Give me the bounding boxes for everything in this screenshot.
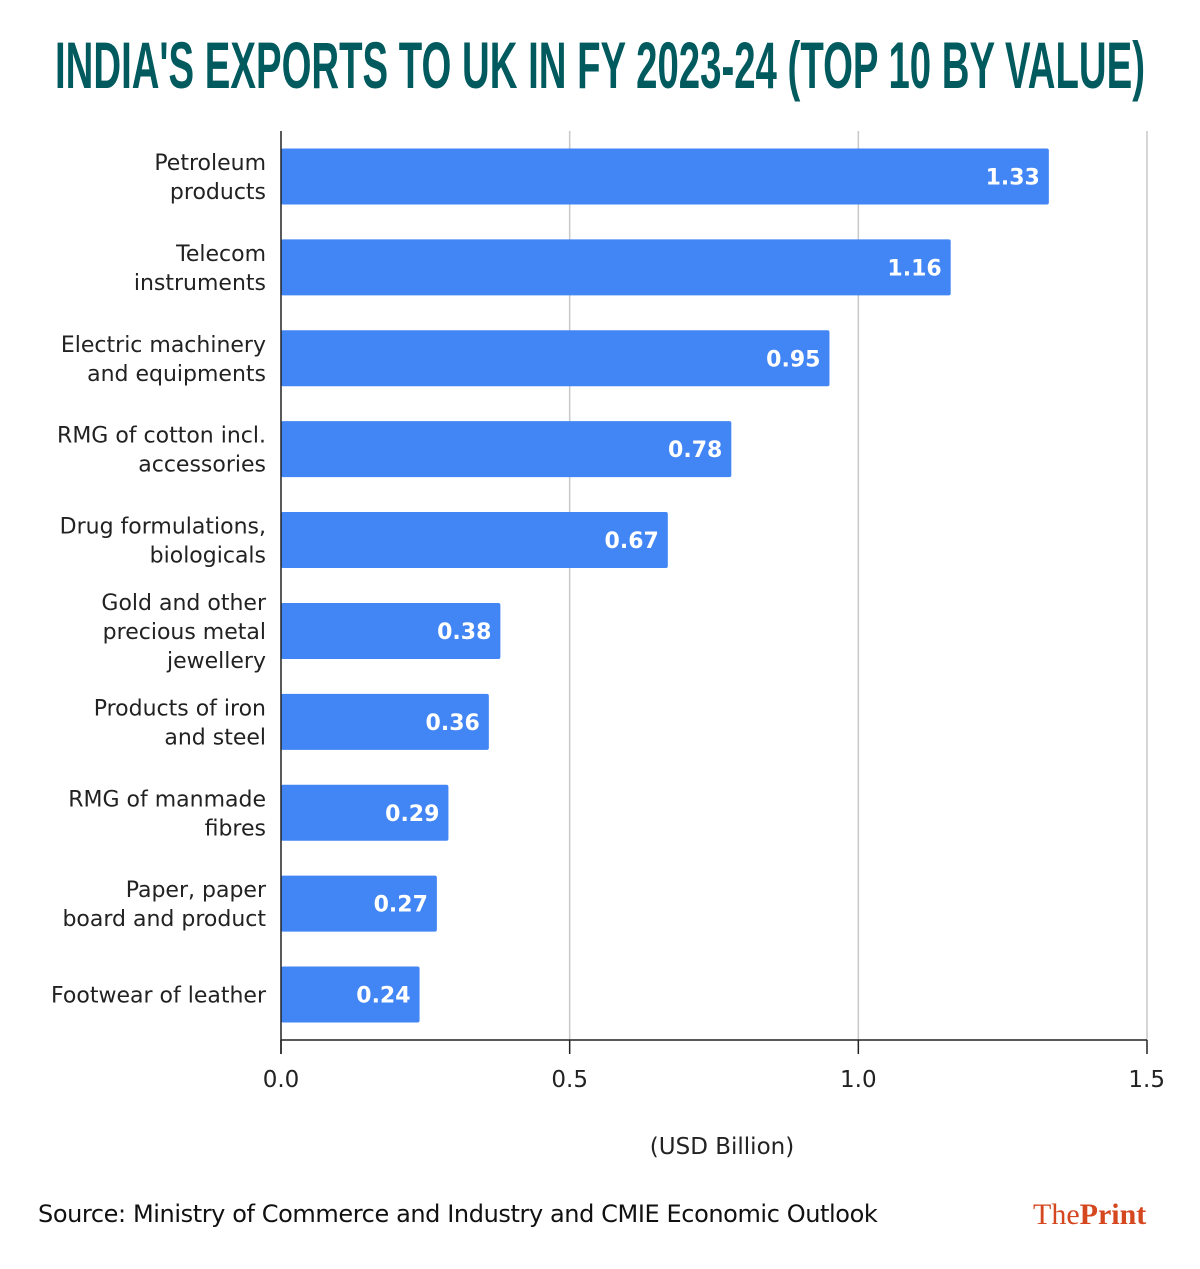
category-label: Footwear of leather [51, 984, 267, 1009]
category-label: Gold and other [101, 591, 267, 616]
data-label: 0.95 [766, 347, 820, 372]
bar [281, 602, 501, 659]
x-axis-label: (USD Billion) [650, 1134, 794, 1160]
category-label: board and product [62, 907, 266, 932]
category-label: accessories [138, 453, 266, 478]
x-tick-label: 1.0 [840, 1067, 877, 1093]
data-label: 0.78 [668, 438, 722, 463]
data-label: 0.36 [426, 711, 480, 736]
theprint-logo: ThePrint [1033, 1198, 1146, 1232]
data-label: 1.33 [986, 165, 1040, 190]
bar [281, 239, 951, 296]
bar [281, 966, 420, 1023]
bar [281, 512, 668, 569]
chart-title-text: INDIA'S EXPORTS TO UK IN FY 2023-24 (TOP… [55, 28, 1145, 102]
category-label: biologicals [150, 544, 266, 569]
bar [281, 421, 732, 478]
bar [281, 784, 449, 841]
category-label: precious metal [103, 620, 266, 645]
category-label: Paper, paper [126, 878, 267, 903]
category-label: jewellery [166, 649, 266, 674]
category-label: Drug formulations, [60, 515, 266, 540]
category-label: Petroleum [154, 151, 266, 176]
category-label: Telecom [175, 242, 266, 267]
category-label: and equipments [87, 362, 266, 387]
category-label: RMG of manmade [68, 787, 266, 812]
x-tick-label: 1.5 [1128, 1067, 1165, 1093]
category-label: RMG of cotton incl. [57, 424, 266, 449]
category-label: instruments [134, 271, 266, 296]
category-label: and steel [164, 725, 266, 750]
data-label: 0.24 [356, 984, 410, 1009]
category-label: fibres [205, 816, 266, 841]
bar [281, 693, 489, 750]
x-tick-label: 0.5 [551, 1067, 588, 1093]
data-label: 0.67 [605, 529, 659, 554]
bar [281, 875, 437, 932]
chart-title: INDIA'S EXPORTS TO UK IN FY 2023-24 (TOP… [55, 28, 1145, 102]
logo-part1: The [1033, 1198, 1080, 1231]
bar-chart: 0.0 0.5 1.0 1.5 1.33 Petroleum products 1.16 Tel… [51, 131, 1165, 1160]
logo-part2: Print [1079, 1198, 1147, 1231]
data-label: 0.29 [385, 802, 439, 827]
bar [281, 148, 1049, 205]
x-tick-label: 0.0 [263, 1067, 300, 1093]
data-label: 1.16 [887, 256, 941, 281]
category-label: Electric machinery [61, 333, 266, 358]
data-label: 0.38 [437, 620, 491, 645]
category-label: products [170, 180, 266, 205]
data-label: 0.27 [374, 893, 428, 918]
category-label: Products of iron [94, 696, 266, 721]
bar [281, 330, 830, 387]
source-note: Source: Ministry of Commerce and Industr… [38, 1200, 878, 1228]
